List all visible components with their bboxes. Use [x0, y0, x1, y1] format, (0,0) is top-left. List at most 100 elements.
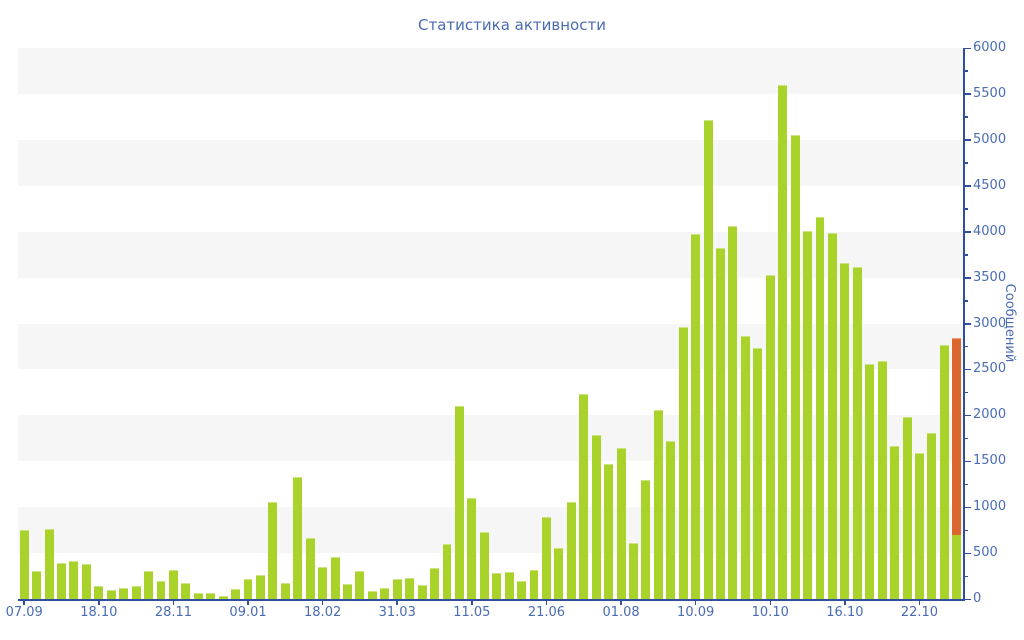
bar [653, 409, 663, 599]
bar [380, 587, 390, 599]
bar [193, 592, 203, 599]
x-tick-label: 09.01 [229, 605, 267, 620]
x-tick-label: 10.10 [751, 605, 789, 620]
x-tick-label: 31.03 [378, 605, 416, 620]
bar [579, 394, 589, 599]
x-tick-label: 28.11 [154, 605, 193, 620]
x-tick-label: 07.09 [5, 605, 43, 620]
bar [492, 573, 502, 599]
plot-area [18, 48, 965, 601]
y-tick-label: 1000 [973, 499, 1007, 515]
bar [355, 570, 365, 599]
current-bar-orange-segment [952, 338, 962, 535]
bar [790, 135, 800, 599]
y-tick-minor [965, 208, 968, 210]
y-tick-label: 3500 [973, 269, 1007, 285]
y-tick-label: 0 [973, 591, 982, 606]
x-tick [98, 601, 100, 605]
y-tick-major [965, 185, 971, 187]
bar [44, 529, 54, 599]
bar [765, 274, 775, 599]
y-tick-major [965, 47, 971, 49]
x-tick-label: 11.05 [453, 605, 491, 620]
y-tick-minor [965, 254, 968, 256]
y-tick-label: 3000 [973, 315, 1007, 331]
y-tick-major [965, 368, 971, 371]
bar [778, 84, 788, 599]
bar [902, 417, 912, 599]
y-tick-label: 500 [973, 545, 998, 561]
bar [168, 570, 178, 599]
x-tick [471, 601, 473, 605]
bar [330, 557, 340, 599]
y-tick-minor [965, 437, 968, 440]
y-tick-major [965, 139, 971, 141]
x-tick-label: 10.09 [677, 605, 715, 620]
bar [915, 452, 924, 599]
bar [803, 230, 813, 599]
bar [890, 446, 900, 599]
bar [877, 361, 887, 599]
bar [442, 543, 452, 599]
y-tick-label: 2000 [973, 407, 1007, 423]
x-tick [769, 601, 772, 605]
bar [666, 440, 676, 599]
bar [852, 267, 862, 599]
y-tick-major [965, 598, 971, 600]
bar [243, 578, 253, 599]
y-tick-minor [965, 529, 968, 532]
y-tick-major [965, 506, 971, 509]
y-tick-label: 4000 [973, 223, 1007, 239]
y-tick-major [965, 323, 971, 325]
bar [392, 578, 402, 599]
y-tick-minor [965, 300, 968, 302]
y-tick-major [965, 414, 971, 417]
y-tick-label: 5000 [973, 131, 1007, 147]
x-tick [545, 601, 548, 605]
bar [81, 564, 91, 599]
bar [94, 585, 104, 599]
bar [939, 345, 949, 599]
x-tick [694, 601, 697, 605]
bar [566, 501, 576, 599]
y-tick-minor [965, 483, 968, 486]
bar [181, 583, 191, 599]
bar [740, 336, 750, 599]
bar [691, 234, 701, 599]
bar [454, 406, 464, 599]
x-tick-label: 18.10 [80, 605, 118, 620]
y-tick-major [965, 231, 971, 233]
bar [206, 593, 216, 599]
bar [119, 587, 129, 599]
x-tick [23, 601, 25, 605]
x-tick [172, 601, 175, 605]
bar [554, 547, 564, 599]
x-tick [321, 601, 324, 605]
y-axis-title: Сообщений [1002, 283, 1017, 363]
bar [753, 348, 763, 599]
bar [280, 583, 290, 599]
y-tick-major [965, 277, 971, 279]
y-tick-minor [965, 575, 968, 578]
bar [927, 432, 937, 599]
grid-stripe [18, 48, 963, 94]
bar [218, 595, 228, 599]
bar [541, 516, 551, 599]
bar [827, 232, 837, 599]
y-tick-major [965, 460, 971, 463]
bar [69, 560, 79, 599]
y-tick-major [965, 93, 971, 95]
bar [641, 479, 651, 599]
y-tick-minor [965, 162, 968, 164]
bar [417, 584, 427, 599]
y-tick-label: 6000 [973, 40, 1007, 55]
bar [231, 589, 241, 599]
bar [430, 568, 439, 599]
x-tick-label: 21.06 [527, 605, 566, 620]
bar [57, 563, 66, 599]
bar [604, 464, 614, 599]
chart-title: Статистика активности [418, 16, 606, 34]
x-tick-label: 22.10 [900, 605, 939, 620]
x-tick-label: 01.08 [602, 605, 640, 620]
